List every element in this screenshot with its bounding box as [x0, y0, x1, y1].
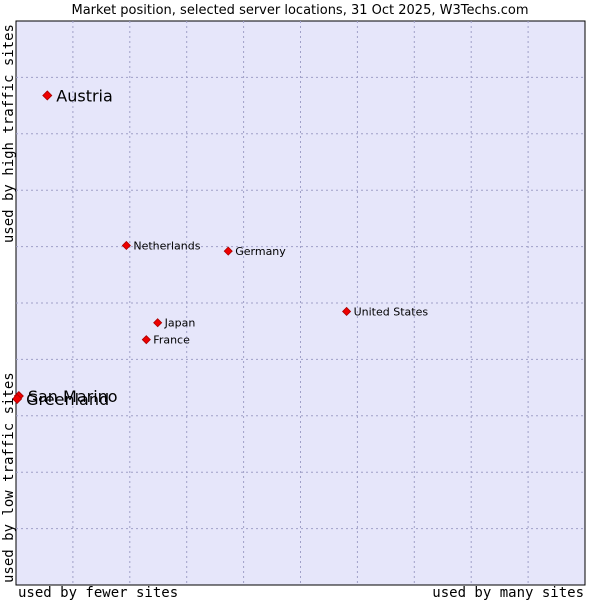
- data-point-marker: [12, 393, 23, 404]
- data-point-marker: [342, 306, 352, 317]
- data-points: Austria Netherlands Germany United States Ja…: [12, 86, 429, 409]
- data-point-label: France: [153, 334, 190, 347]
- data-point-label: Greenland: [26, 390, 109, 409]
- data-point-marker: [223, 246, 233, 256]
- data-point-marker: [141, 335, 151, 345]
- data-point-label: Austria: [56, 86, 113, 105]
- data-point-marker: [121, 240, 131, 251]
- data-point-label: United States: [354, 305, 429, 318]
- data-point-label: Netherlands: [133, 239, 200, 252]
- x-axis-label-left: used by fewer sites: [18, 585, 178, 600]
- data-point-label: Japan: [164, 317, 196, 330]
- y-axis-label-top: used by high traffic sites: [1, 24, 17, 243]
- data-point-label: San Marino: [28, 387, 118, 406]
- y-axis-label-bottom: used by low traffic sites: [1, 372, 17, 583]
- x-axis-label-right: used by many sites: [432, 585, 584, 600]
- data-point-marker: [153, 318, 163, 328]
- grid-lines: [16, 21, 585, 585]
- chart-title: Market position, selected server locatio…: [71, 3, 528, 18]
- data-point-label: Germany: [235, 245, 286, 258]
- data-point-marker: [42, 90, 53, 101]
